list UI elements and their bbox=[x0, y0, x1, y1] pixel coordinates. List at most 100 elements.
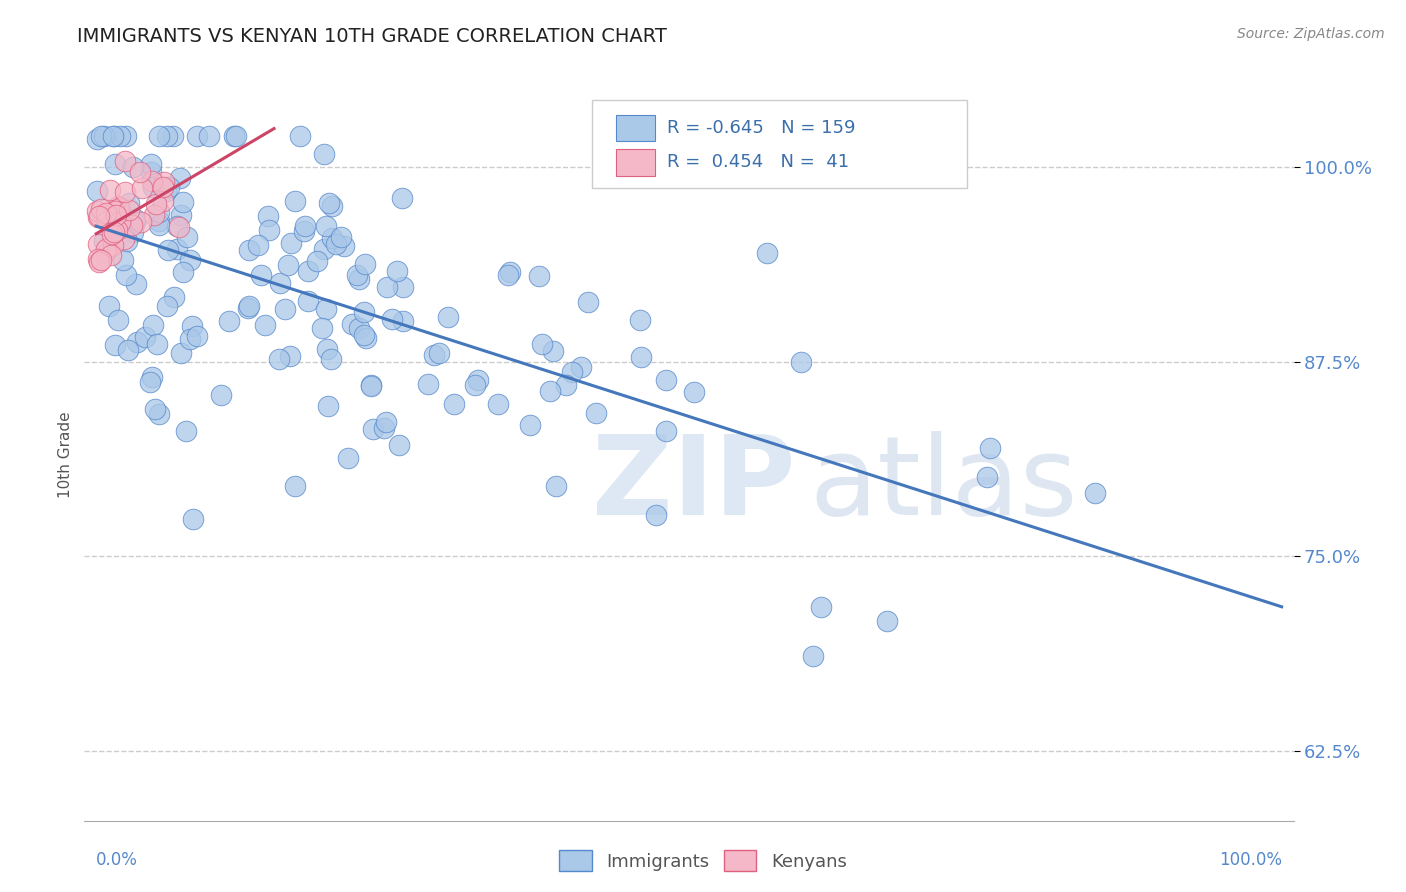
Point bbox=[157, 179, 180, 194]
Point bbox=[162, 128, 184, 143]
Point bbox=[269, 277, 291, 291]
Point bbox=[96, 205, 118, 219]
Point bbox=[104, 219, 127, 234]
Point bbox=[253, 318, 276, 332]
Point bbox=[121, 219, 143, 233]
Text: ZIP: ZIP bbox=[592, 431, 796, 538]
Point bbox=[294, 219, 316, 233]
Point bbox=[375, 280, 398, 294]
Point bbox=[163, 290, 186, 304]
Text: R =  0.454   N =  41: R = 0.454 N = 41 bbox=[668, 153, 849, 171]
Point bbox=[319, 351, 342, 366]
Point bbox=[131, 180, 153, 194]
Point bbox=[682, 384, 704, 399]
Point bbox=[530, 336, 553, 351]
Point bbox=[107, 313, 129, 327]
Point bbox=[375, 416, 398, 430]
Point bbox=[86, 184, 108, 198]
Point bbox=[218, 313, 240, 327]
Point bbox=[148, 205, 170, 219]
Point bbox=[152, 179, 174, 194]
Point bbox=[114, 186, 136, 200]
Text: atlas: atlas bbox=[810, 431, 1078, 538]
Point bbox=[142, 318, 165, 333]
Point bbox=[250, 268, 273, 282]
Point bbox=[86, 132, 108, 146]
Text: R = -0.645   N = 159: R = -0.645 N = 159 bbox=[668, 119, 856, 137]
Point bbox=[110, 221, 132, 235]
Point bbox=[315, 301, 337, 316]
Point bbox=[238, 299, 260, 313]
Point bbox=[336, 451, 359, 466]
Point bbox=[756, 245, 779, 260]
Point bbox=[789, 355, 811, 369]
Point bbox=[125, 334, 148, 349]
Point bbox=[176, 230, 198, 244]
Point bbox=[90, 202, 112, 216]
Point bbox=[976, 469, 998, 483]
Point bbox=[315, 343, 337, 357]
Point bbox=[166, 219, 188, 233]
Point bbox=[90, 252, 112, 267]
Point bbox=[98, 299, 121, 313]
Point bbox=[585, 406, 607, 420]
Point bbox=[630, 351, 652, 365]
Point bbox=[277, 258, 299, 272]
Point bbox=[197, 128, 219, 143]
Point bbox=[555, 377, 578, 392]
Point bbox=[118, 196, 141, 211]
Point bbox=[148, 128, 170, 143]
Text: 0.0%: 0.0% bbox=[96, 851, 138, 869]
Point bbox=[114, 153, 136, 168]
Point bbox=[346, 268, 368, 283]
Point bbox=[181, 512, 204, 526]
Point bbox=[333, 239, 356, 253]
Point bbox=[101, 128, 124, 143]
Point bbox=[115, 128, 138, 143]
Point bbox=[146, 336, 169, 351]
Point bbox=[107, 199, 129, 213]
Point bbox=[179, 252, 201, 267]
Y-axis label: 10th Grade: 10th Grade bbox=[58, 411, 73, 499]
Point bbox=[225, 128, 247, 143]
Point bbox=[153, 175, 176, 189]
Text: 100.0%: 100.0% bbox=[1219, 851, 1282, 869]
Point bbox=[87, 210, 110, 224]
Point bbox=[278, 349, 301, 363]
Point bbox=[145, 401, 167, 416]
Point bbox=[347, 321, 370, 335]
Point bbox=[170, 346, 193, 360]
Point bbox=[546, 478, 568, 492]
Point bbox=[1084, 486, 1107, 500]
Point bbox=[121, 160, 143, 174]
Point bbox=[122, 225, 145, 239]
Point bbox=[257, 223, 280, 237]
Point bbox=[416, 376, 439, 391]
Point bbox=[354, 257, 377, 271]
Point bbox=[541, 343, 564, 358]
Point bbox=[467, 374, 489, 388]
Point bbox=[443, 397, 465, 411]
Point bbox=[422, 348, 444, 362]
Point bbox=[361, 422, 384, 436]
Point bbox=[124, 277, 146, 292]
Point bbox=[186, 329, 208, 343]
Point bbox=[628, 312, 651, 326]
Point bbox=[148, 218, 170, 232]
Point bbox=[267, 351, 290, 366]
Point bbox=[96, 242, 118, 256]
Point bbox=[172, 265, 194, 279]
Point bbox=[172, 194, 194, 209]
Point bbox=[186, 128, 208, 143]
Point bbox=[315, 219, 337, 233]
Point bbox=[170, 208, 193, 222]
Point bbox=[360, 379, 382, 393]
Point bbox=[312, 147, 335, 161]
Point bbox=[347, 272, 370, 286]
Point bbox=[152, 194, 174, 209]
Point bbox=[86, 204, 108, 219]
Point bbox=[330, 230, 353, 244]
Point bbox=[115, 235, 138, 249]
Point bbox=[486, 397, 509, 411]
Point bbox=[801, 648, 824, 663]
